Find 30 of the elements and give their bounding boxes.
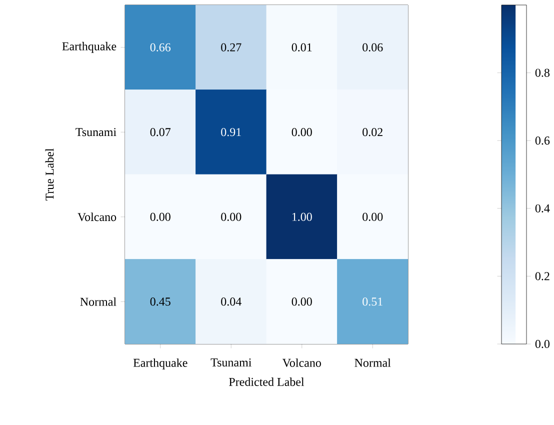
data-label: 0.51 [362,298,382,306]
y-tick-label: Tsunami [76,128,116,136]
color-bar-label: 0.8 [535,68,550,77]
y-tick-label: Volcano [78,212,116,222]
data-label: 0.00 [150,212,170,221]
data-label: 0.27 [221,43,242,52]
x-tick-label: Volcano [282,358,321,367]
x-tick-label: Normal [354,358,391,367]
data-label: 0.02 [362,128,382,136]
y-tick-label: Earthquake [62,42,116,53]
x-axis-title: Predicted Label [229,378,304,386]
data-label: 0.07 [150,128,171,136]
data-label: 1.00 [292,212,312,221]
data-label: 0.00 [292,298,312,306]
x-tick-label: Earthquake [133,358,188,370]
data-label: 0.06 [362,43,383,52]
data-label: 0.45 [150,298,170,306]
data-label: 0.01 [292,43,312,52]
color-bar-label: 0.4 [535,204,550,212]
data-label: 0.00 [221,212,242,221]
data-label: 0.00 [362,212,383,221]
y-axis-title: True Label [45,148,54,201]
data-label: 0.91 [221,128,241,136]
data-label: 0.04 [221,298,242,306]
y-tick-label: Normal [80,297,116,306]
color-bar-label: 0.0 [535,340,550,348]
color-bar-label: 0.2 [535,272,550,280]
x-tick-label: Tsunami [210,358,252,367]
color-bar-label: 0.6 [535,136,550,145]
data-label: 0.00 [292,128,312,136]
